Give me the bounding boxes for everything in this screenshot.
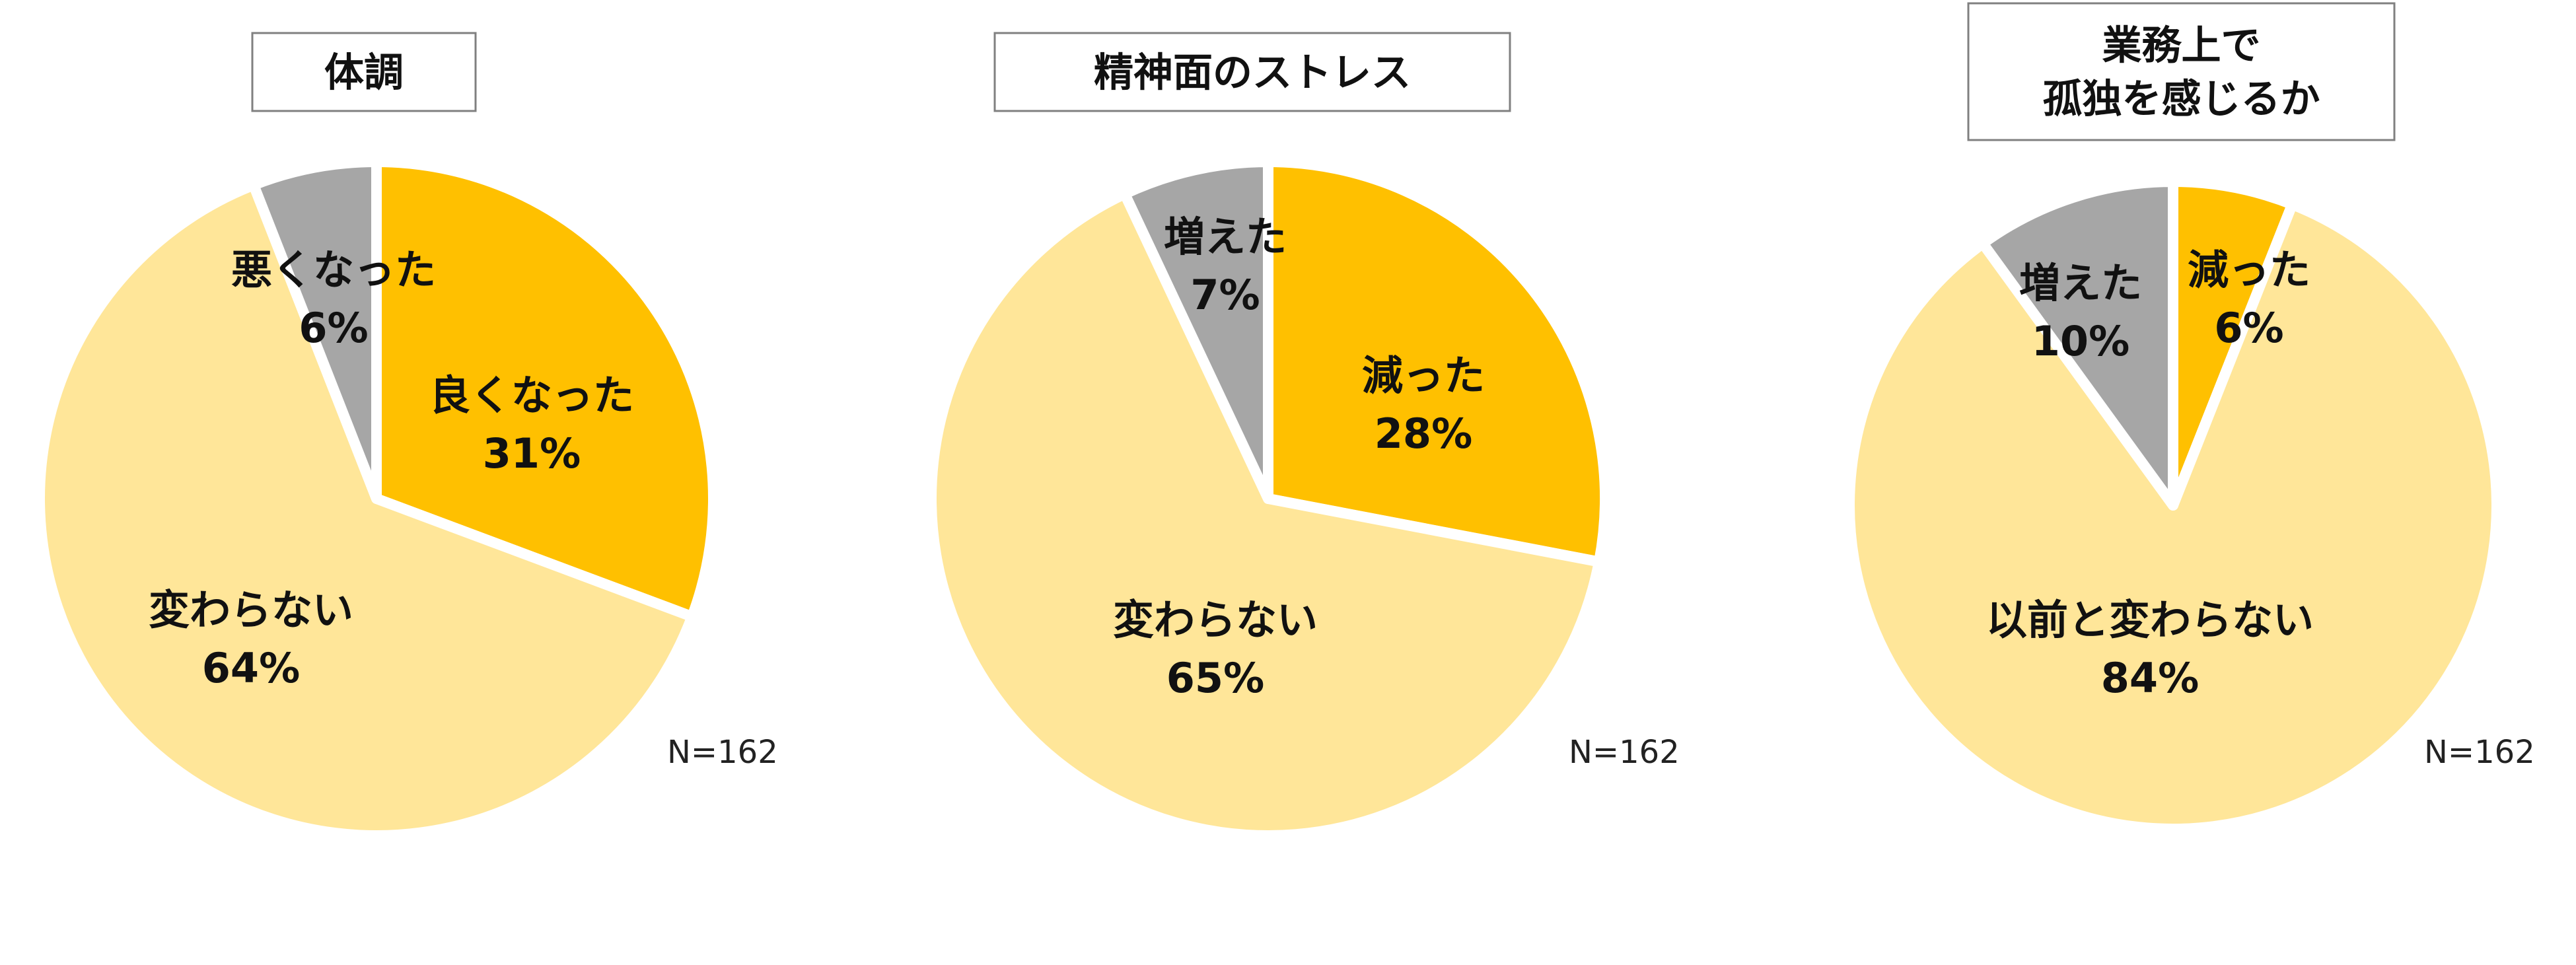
pie-chart-work-loneliness: 減った 6% 以前と変わらない 84% 増えた 10% 業務上で孤独を感じるか N=162 xyxy=(1844,2,2535,834)
pie-slice-0 xyxy=(1263,157,1610,567)
slice-label-1: 変わらない 64% xyxy=(149,586,353,692)
sample-size-label: N=162 xyxy=(667,734,778,771)
slice-label-0: 減った 6% xyxy=(2188,246,2310,352)
pie-slice-1 xyxy=(34,180,698,841)
slice-label-2: 悪くなった 6% xyxy=(231,246,436,352)
pie-slice-2 xyxy=(1119,157,1273,504)
slice-label-2: 増えた 10% xyxy=(2019,259,2142,365)
sample-size-label: N=162 xyxy=(1569,734,1680,771)
chart-title-box xyxy=(251,32,477,112)
slice-label-2: 増えた 7% xyxy=(1164,213,1287,319)
pie-chart-mental-stress: 減った 28% 変わらない 65% 増えた 7% 精神面のストレス N=162 xyxy=(926,32,1680,841)
slice-label-0: 減った 28% xyxy=(1362,351,1485,458)
pie-slice-0 xyxy=(371,157,719,622)
chart-title: 精神面のストレス xyxy=(1094,50,1411,96)
slice-label-1: 変わらない 65% xyxy=(1113,596,1318,702)
chart-title-box xyxy=(1967,2,2396,141)
pie-chart-health: 良くなった 31% 変わらない 64% 悪くなった 6% 体調 N=162 xyxy=(34,32,778,841)
pie-slice-2 xyxy=(1977,176,2178,511)
chart-title-box xyxy=(993,32,1511,112)
slice-label-0: 良くなった 31% xyxy=(429,371,634,478)
pie-slice-1 xyxy=(1844,199,2502,834)
chart-title: 業務上で孤独を感じるか xyxy=(2043,23,2320,123)
chart-title: 体調 xyxy=(324,50,404,96)
sample-size-label: N=162 xyxy=(2424,734,2535,771)
slice-label-1: 以前と変わらない 84% xyxy=(1986,596,2314,702)
pie-slice-1 xyxy=(926,188,1604,841)
pie-slice-2 xyxy=(248,157,382,504)
